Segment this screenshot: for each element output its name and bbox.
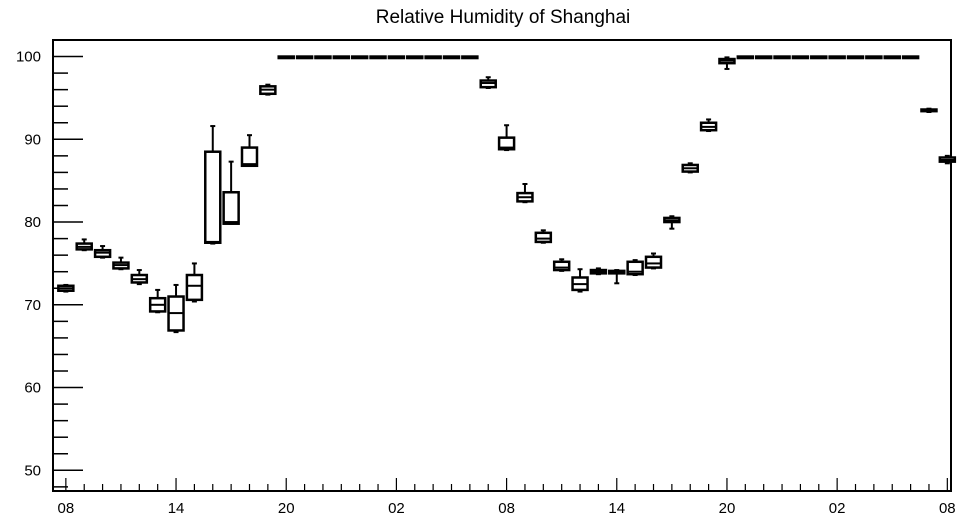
y-tick-label: 90	[24, 131, 41, 148]
box-plot-item	[718, 56, 736, 70]
box-plot-item	[259, 83, 277, 96]
box-plot-item	[295, 55, 314, 60]
box-plot-item	[883, 55, 901, 60]
iqr-box	[240, 146, 259, 168]
box-plot-item	[589, 267, 608, 276]
plot-frame	[52, 39, 952, 492]
box-plot-item	[479, 76, 497, 89]
box-plot-item	[626, 259, 644, 277]
box-series	[57, 55, 957, 334]
box-plot-item	[57, 283, 75, 293]
x-axis: 08 14 20 02 08 14 20 02 08	[58, 478, 956, 517]
box-plot-item	[644, 252, 663, 270]
box-plot-item	[185, 262, 204, 303]
chart-title: Relative Humidity of Shanghai	[376, 7, 631, 28]
box-plot-item	[497, 124, 516, 152]
iqr-box	[552, 260, 571, 272]
box-plot-item	[810, 55, 828, 60]
box-plot-item	[148, 288, 167, 314]
x-tick-label: 02	[829, 500, 846, 517]
box-plot-item	[167, 283, 185, 334]
box-plot-item	[332, 55, 351, 60]
x-tick-label: 14	[168, 500, 185, 517]
box-plot-item	[699, 118, 718, 133]
box-plot-item	[920, 107, 938, 113]
y-tick-label: 70	[24, 297, 41, 314]
y-tick-label: 50	[24, 462, 41, 479]
box-plot-item	[663, 215, 681, 230]
box-plot-item	[754, 55, 773, 60]
box-plot-item	[240, 134, 259, 168]
box-plot-item	[938, 154, 957, 165]
box-plot-item	[461, 55, 479, 60]
box-plot-item	[773, 55, 791, 60]
box-plot-item	[901, 55, 920, 60]
box-plot-item	[791, 55, 810, 60]
box-plot-item	[314, 55, 332, 60]
box-plot-item	[571, 268, 589, 293]
y-tick-label: 100	[16, 49, 41, 66]
box-plot-item	[534, 229, 553, 244]
iqr-box	[185, 273, 204, 302]
y-tick-label: 80	[24, 214, 41, 231]
box-plot-item	[442, 55, 461, 60]
iqr-box	[644, 255, 663, 269]
box-plot-item	[112, 256, 130, 271]
x-tick-label: 08	[58, 500, 75, 517]
y-tick-label: 60	[24, 380, 41, 397]
box-plot-item	[277, 55, 295, 60]
x-tick-label: 14	[608, 500, 625, 517]
box-plot-item	[406, 55, 424, 60]
x-tick-label: 20	[278, 500, 295, 517]
box-plot-item	[516, 182, 534, 204]
box-plot-item	[828, 55, 846, 60]
box-plot-item	[424, 55, 442, 60]
box-plot-item	[222, 160, 240, 225]
box-plot-item	[387, 55, 406, 60]
box-plot-item	[846, 55, 865, 60]
box-plot-item	[130, 269, 149, 286]
y-axis: 50 60 70 80 90 100	[16, 39, 83, 488]
x-tick-label: 20	[719, 500, 736, 517]
box-plot-item	[736, 55, 755, 60]
iqr-box	[222, 191, 240, 225]
iqr-box	[497, 136, 516, 151]
x-tick-label: 08	[498, 500, 515, 517]
box-plot-item	[75, 238, 93, 252]
iqr-box	[534, 231, 553, 244]
x-tick-label: 08	[939, 500, 956, 517]
box-plot-item	[350, 55, 369, 60]
box-plot-item	[865, 55, 883, 60]
box-plot-item	[93, 245, 112, 259]
box-plot-item	[608, 269, 626, 285]
x-tick-label: 02	[388, 500, 405, 517]
box-plot-item	[681, 162, 699, 174]
box-plot-item	[552, 258, 571, 272]
box-plot-item	[204, 125, 222, 245]
iqr-box	[204, 150, 222, 244]
box-plot-item	[369, 55, 387, 60]
